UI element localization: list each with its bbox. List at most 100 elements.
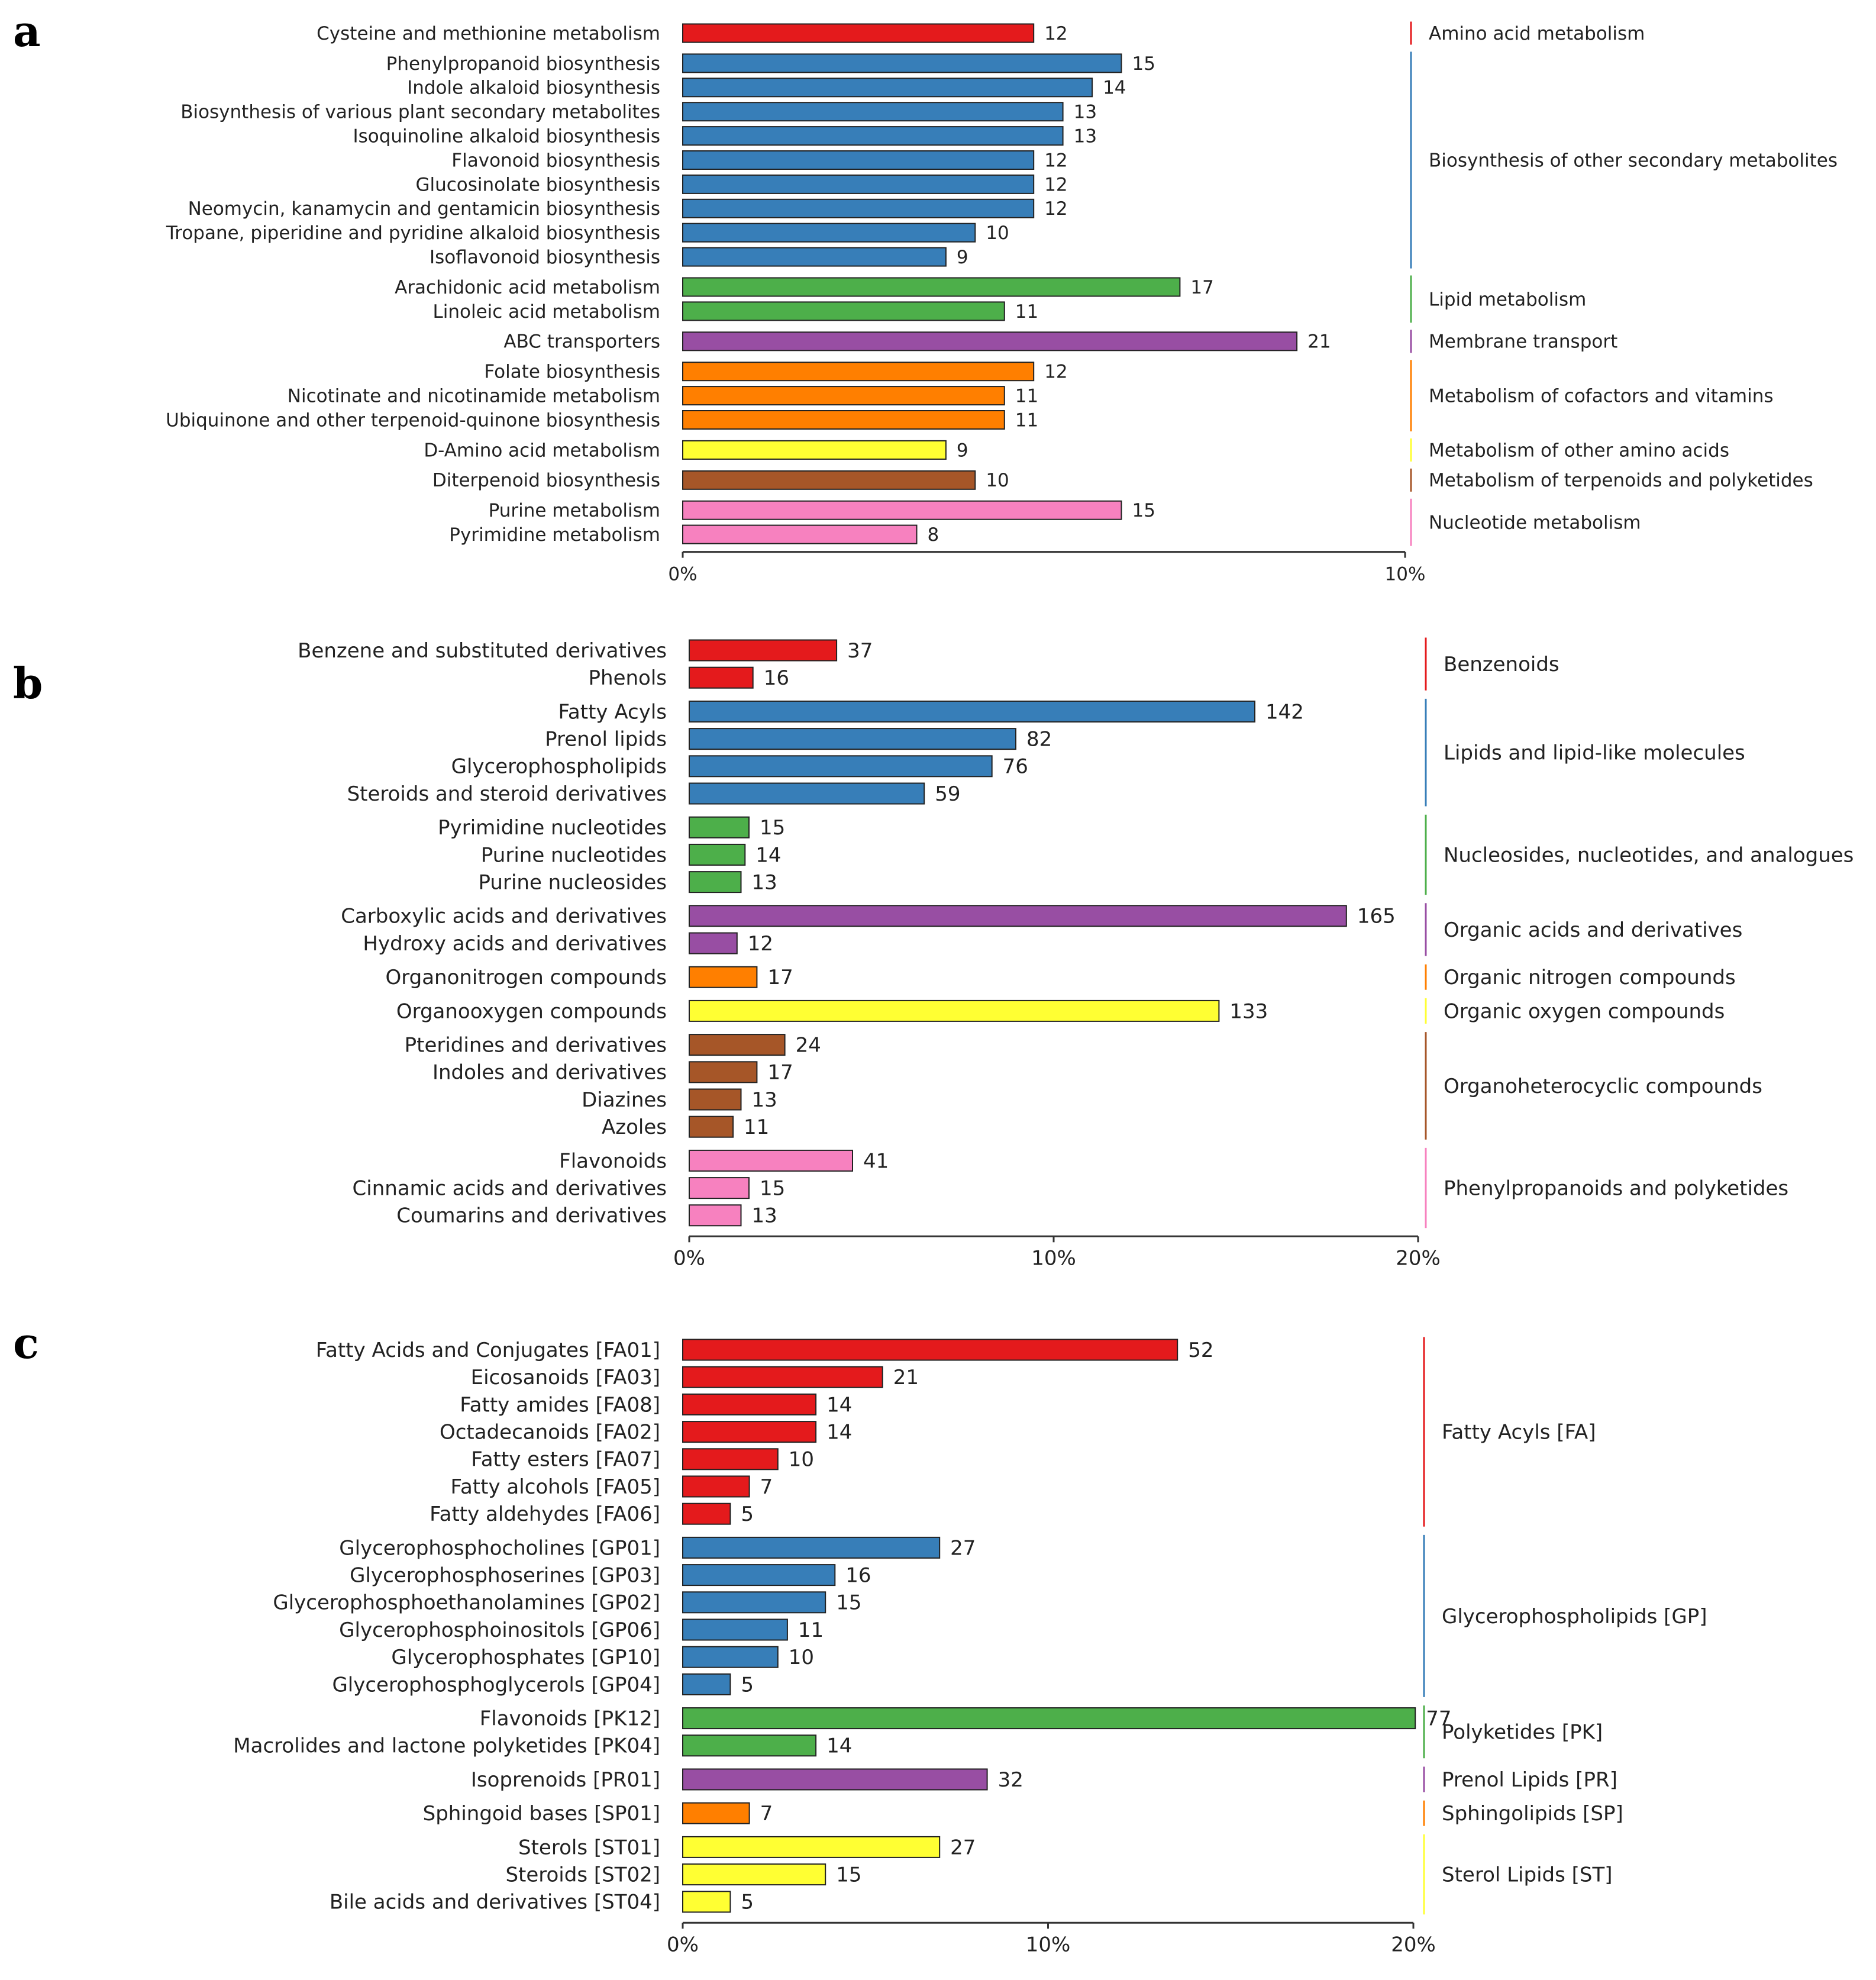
panel-a-bar (682, 126, 1064, 146)
panel-b-value-label: 12 (748, 932, 773, 956)
panel-a-value-label: 17 (1190, 277, 1213, 298)
panel-a-value-label: 12 (1044, 150, 1067, 171)
panel-b-category-label: Benzenoids (1444, 653, 1559, 676)
panel-a-bar (682, 331, 1298, 352)
panel-b-value-label: 41 (863, 1149, 889, 1173)
panel-b-bar (689, 1034, 786, 1056)
panel-b-value-label: 82 (1026, 728, 1052, 752)
panel-a-bar-label: ABC transporters (503, 331, 660, 353)
panel-a-bar (682, 440, 947, 460)
panel-b-category-label: Organic acids and derivatives (1444, 918, 1742, 942)
panel-c-letter: c (13, 1318, 39, 1368)
panel-a-category-label: Metabolism of terpenoids and polyketides (1429, 470, 1813, 491)
panel-a-value-label: 11 (1015, 385, 1038, 407)
panel-c-bar-label: Glycerophosphoserines [GP03] (350, 1564, 660, 1588)
panel-a-bar (682, 386, 1005, 406)
panel-c-value-label: 21 (893, 1366, 919, 1389)
panel-b-bar-label: Flavonoids (559, 1149, 667, 1173)
panel-c-bar-label: Octadecanoids [FA02] (440, 1421, 660, 1444)
panel-a-category-label: Biosynthesis of other secondary metaboli… (1429, 150, 1838, 171)
panel-b-bar-label: Diazines (582, 1088, 667, 1112)
panel-c-bar-label: Bile acids and derivatives [ST04] (330, 1891, 660, 1914)
panel-c-bar (682, 1891, 731, 1913)
panel-b-bar (689, 1115, 734, 1138)
panel-c-value-label: 5 (741, 1673, 754, 1697)
panel-a-bar-label: D-Amino acid metabolism (424, 440, 660, 461)
panel-a-bar (682, 301, 1005, 321)
panel-a-value-label: 9 (957, 440, 968, 461)
panel-a-bar-label: Ubiquinone and other terpenoid-quinone b… (166, 409, 660, 431)
panel-c-value-label: 10 (789, 1646, 814, 1669)
panel-c-bar (682, 1836, 941, 1858)
panel-a-bar (682, 198, 1035, 218)
panel-c-value-label: 15 (836, 1591, 861, 1615)
panel-a-value-label: 11 (1015, 301, 1038, 323)
panel-b-bar-label: Hydroxy acids and derivatives (363, 932, 667, 956)
panel-c-category-label: Fatty Acyls [FA] (1442, 1421, 1596, 1444)
panel-b-category-label: Phenylpropanoids and polyketides (1444, 1177, 1788, 1201)
panel-c-x-tick-label: 20% (1391, 1933, 1436, 1956)
panel-b-bar (689, 639, 838, 662)
panel-b-category-label: Lipids and lipid-like molecules (1444, 741, 1745, 765)
panel-b-bar (689, 666, 754, 689)
panel-b-value-label: 165 (1357, 905, 1396, 928)
panel-a-bar-label: Neomycin, kanamycin and gentamicin biosy… (188, 198, 660, 220)
panel-c-value-label: 7 (760, 1802, 773, 1826)
panel-b-value-label: 24 (796, 1034, 821, 1057)
panel-a-value-label: 12 (1044, 198, 1067, 220)
panel-c-value-label: 52 (1188, 1339, 1213, 1362)
panel-c-bar (682, 1366, 883, 1388)
panel-a-bar-label: Folate biosynthesis (484, 362, 660, 383)
panel-b-bar (689, 1177, 750, 1199)
panel-c-bar-label: Fatty aldehydes [FA06] (430, 1502, 660, 1526)
panel-c-value-label: 11 (798, 1618, 824, 1642)
panel-c-value-label: 32 (998, 1768, 1023, 1792)
panel-a-bar-label: Linoleic acid metabolism (432, 301, 660, 323)
panel-b-value-label: 14 (755, 843, 781, 867)
panel-b-bar-label: Carboxylic acids and derivatives (341, 905, 667, 928)
panel-a-bar-label: Cysteine and methionine metabolism (317, 23, 660, 44)
panel-a-bar-label: Phenylpropanoid biosynthesis (386, 53, 660, 75)
panel-b-value-label: 13 (752, 1204, 777, 1228)
panel-b-bar (689, 816, 750, 839)
panel-c-bar-label: Macrolides and lactone polyketides [PK04… (233, 1734, 660, 1758)
panel-b-value-label: 13 (752, 1088, 777, 1112)
panel-b-bar-label: Indoles and derivatives (432, 1061, 667, 1085)
panel-b-bar (689, 1204, 742, 1227)
panel-a-x-tick-label: 10% (1385, 564, 1426, 585)
panel-c-bar-label: Glycerophosphocholines [GP01] (339, 1536, 660, 1560)
panel-c-bar-label: Glycerophosphates [GP10] (391, 1646, 660, 1669)
panel-c-bar (682, 1536, 941, 1559)
panel-a-value-label: 12 (1044, 174, 1067, 195)
panel-b-bar-label: Fatty Acyls (558, 700, 667, 724)
panel-c-value-label: 10 (789, 1448, 814, 1472)
panel-b-bar (689, 999, 1220, 1022)
panel-a-bar (682, 102, 1064, 122)
panel-a-letter: a (13, 6, 41, 56)
panel-a-bar-label: Arachidonic acid metabolism (395, 277, 660, 298)
panel-b-bar (689, 871, 742, 894)
panel-a-category-label: Nucleotide metabolism (1429, 512, 1641, 534)
panel-a-value-label: 13 (1074, 125, 1097, 147)
panel-c-bar (682, 1421, 817, 1443)
panel-b-bar-label: Phenols (589, 666, 667, 690)
panel-b-bar (689, 1061, 758, 1083)
panel-b-value-label: 142 (1265, 700, 1304, 724)
panel-b-bar-label: Organonitrogen compounds (385, 966, 667, 989)
panel-a-bar-label: Purine metabolism (489, 500, 660, 521)
panel-c-category-label: Prenol Lipids [PR] (1442, 1768, 1617, 1792)
panel-a-bar (682, 222, 976, 243)
panel-c-category-label: Glycerophospholipids [GP] (1442, 1605, 1707, 1628)
panel-b-bar (689, 782, 925, 805)
panel-b-bar (689, 1088, 742, 1111)
panel-c-bar (682, 1475, 750, 1498)
panel-c-value-label: 27 (950, 1836, 976, 1859)
panel-b-category-label: Organic oxygen compounds (1444, 999, 1725, 1023)
panel-b-bar-label: Organooxygen compounds (396, 999, 667, 1023)
panel-c-category-label: Sterol Lipids [ST] (1442, 1863, 1613, 1887)
panel-c-bar (682, 1448, 779, 1471)
panel-a-bar (682, 174, 1035, 194)
panel-a-bar-label: Indole alkaloid biosynthesis (407, 78, 660, 99)
panel-c-value-label: 27 (950, 1536, 976, 1560)
